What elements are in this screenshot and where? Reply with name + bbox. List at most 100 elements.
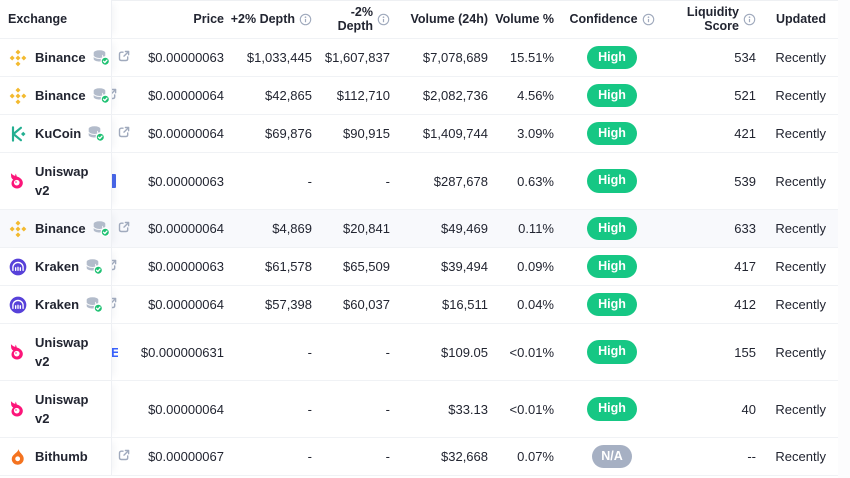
- col-header-price[interactable]: Price: [134, 12, 224, 26]
- exchange-name-link[interactable]: Uniswap v2: [35, 164, 89, 198]
- exchange-logo-icon: [8, 48, 28, 68]
- table-row[interactable]: KuCoin $0.00000064 $69,876 $90,915 $1,40…: [0, 115, 838, 153]
- col-header-confidence[interactable]: Confidence: [554, 12, 670, 26]
- confidence-cell: High: [554, 216, 670, 241]
- confidence-badge: N/A: [592, 444, 632, 469]
- exchange-name-link[interactable]: Uniswap v2: [35, 392, 89, 426]
- exchange-logo-icon: [8, 86, 28, 106]
- col-header-minus-depth[interactable]: -2% Depth: [312, 5, 390, 33]
- reserves-data-icon[interactable]: [85, 258, 104, 275]
- exchange-cell[interactable]: Kraken: [0, 248, 112, 285]
- exchange-name-link[interactable]: Binance: [35, 88, 86, 103]
- price-cell: $0.00000064: [148, 221, 224, 236]
- col-header-liquidity-score[interactable]: Liquidity Score: [670, 5, 756, 33]
- volume-pct-cell: 3.09%: [517, 126, 554, 141]
- liquidity-score-cell: 412: [734, 297, 756, 312]
- external-link-icon[interactable]: [117, 448, 131, 465]
- info-circle-icon[interactable]: [377, 13, 390, 26]
- reserves-data-icon[interactable]: [92, 87, 110, 104]
- exchange-name-link[interactable]: Uniswap v2: [35, 335, 89, 369]
- external-link-icon[interactable]: [112, 296, 118, 313]
- table-row[interactable]: Binance $0.00000063 $1,033,445 $1,607,83…: [0, 39, 838, 77]
- plus-depth-cell: $42,865: [265, 88, 312, 103]
- external-link-icon[interactable]: [112, 258, 118, 275]
- col-header-updated[interactable]: Updated: [756, 12, 838, 26]
- external-link-icon[interactable]: [117, 49, 131, 66]
- updated-cell: Recently: [775, 126, 826, 141]
- volume-24h-cell: $16,511: [441, 297, 488, 312]
- table-row[interactable]: Kraken $0.00000064 $57,398 $60,037 $16,5…: [0, 286, 838, 324]
- table-row[interactable]: Bithumb $0.00000067 - - $32,668 0.07% N/…: [0, 438, 838, 476]
- price-cell: $0.00000064: [148, 88, 224, 103]
- updated-cell: Recently: [775, 88, 826, 103]
- exchange-cell[interactable]: Kraken: [0, 286, 112, 323]
- updated-cell: Recently: [775, 221, 826, 236]
- minus-depth-cell: $65,509: [343, 259, 390, 274]
- table-body: Binance $0.00000063 $1,033,445 $1,607,83…: [0, 39, 838, 476]
- binance-logo-icon: [9, 220, 27, 237]
- pair-link-cell: [112, 115, 134, 152]
- info-circle-icon[interactable]: [743, 13, 756, 26]
- external-link-icon[interactable]: [117, 220, 131, 237]
- reserves-data-icon[interactable]: [92, 49, 110, 66]
- exchange-cell[interactable]: Binance: [0, 210, 112, 247]
- confidence-badge: High: [587, 292, 637, 317]
- table-row[interactable]: Uniswap v2 $0.00000063 - - $287,678 0.63…: [0, 153, 838, 210]
- table-row[interactable]: Uniswap v2 $0.00000064 - - $33.13 <0.01%…: [0, 381, 838, 438]
- exchange-name-link[interactable]: Binance: [35, 50, 86, 65]
- price-cell: $0.00000063: [148, 173, 224, 189]
- col-header-volume-pct[interactable]: Volume %: [488, 12, 554, 26]
- exchange-cell[interactable]: Bithumb: [0, 438, 112, 475]
- exchange-name-link[interactable]: KuCoin: [35, 126, 82, 141]
- plus-depth-cell: $69,876: [265, 126, 312, 141]
- external-link-icon[interactable]: [112, 87, 118, 104]
- col-header-exchange[interactable]: Exchange: [0, 0, 112, 38]
- confidence-badge: High: [587, 45, 637, 70]
- volume-pct-cell: 4.56%: [517, 88, 554, 103]
- table-row[interactable]: Kraken $0.00000063 $61,578 $65,509 $39,4…: [0, 248, 838, 286]
- external-link-icon[interactable]: [117, 125, 131, 142]
- table-row[interactable]: Uniswap v2 E $0.000000631 - - $109.05 <0…: [0, 324, 838, 381]
- minus-depth-cell: $112,710: [336, 88, 390, 103]
- updated-cell: Recently: [775, 344, 826, 360]
- confidence-cell: High: [554, 254, 670, 279]
- pair-text-fragment: [112, 174, 116, 188]
- exchange-cell[interactable]: Uniswap v2: [0, 381, 112, 437]
- exchange-cell[interactable]: Uniswap v2: [0, 153, 112, 209]
- updated-cell: Recently: [775, 259, 826, 274]
- exchange-logo-icon: [8, 399, 28, 419]
- table-row[interactable]: Binance $0.00000064 $42,865 $112,710 $2,…: [0, 77, 838, 115]
- volume-pct-cell: 0.63%: [517, 173, 554, 189]
- exchange-cell[interactable]: Binance: [0, 39, 112, 76]
- col-header-confidence-label: Confidence: [569, 12, 638, 26]
- bithumb-logo-icon: [11, 448, 24, 465]
- exchange-name-link[interactable]: Kraken: [35, 259, 80, 274]
- table-row[interactable]: Binance $0.00000064 $4,869 $20,841 $49,4…: [0, 210, 838, 248]
- confidence-badge: High: [587, 397, 637, 421]
- exchange-cell[interactable]: Binance: [0, 77, 112, 114]
- exchange-cell[interactable]: Uniswap v2: [0, 324, 112, 380]
- reserves-data-icon[interactable]: [87, 125, 106, 142]
- volume-24h-cell: $33.13: [448, 401, 488, 417]
- col-header-plus-depth[interactable]: +2% Depth: [224, 12, 312, 26]
- col-header-volume-24h[interactable]: Volume (24h): [390, 12, 488, 26]
- info-circle-icon[interactable]: [299, 13, 312, 26]
- info-circle-icon[interactable]: [642, 13, 655, 26]
- reserves-data-icon[interactable]: [92, 220, 110, 237]
- reserves-data-icon[interactable]: [85, 296, 104, 313]
- price-cell: $0.00000064: [148, 126, 224, 141]
- exchange-logo-icon: [8, 171, 28, 191]
- uniswap-logo-icon: [10, 173, 23, 189]
- pair-link-cell: [112, 381, 134, 437]
- plus-depth-cell: -: [307, 401, 312, 417]
- exchange-name-link[interactable]: Kraken: [35, 297, 80, 312]
- confidence-badge: High: [587, 216, 637, 241]
- volume-pct-cell: <0.01%: [509, 344, 554, 360]
- plus-depth-cell: $61,578: [265, 259, 312, 274]
- volume-pct-cell: 0.07%: [517, 449, 554, 464]
- exchange-cell[interactable]: KuCoin: [0, 115, 112, 152]
- volume-pct-cell: 0.11%: [518, 221, 554, 236]
- confidence-badge: High: [587, 121, 637, 146]
- exchange-name-link[interactable]: Binance: [35, 221, 86, 236]
- exchange-name-link[interactable]: Bithumb: [35, 449, 88, 464]
